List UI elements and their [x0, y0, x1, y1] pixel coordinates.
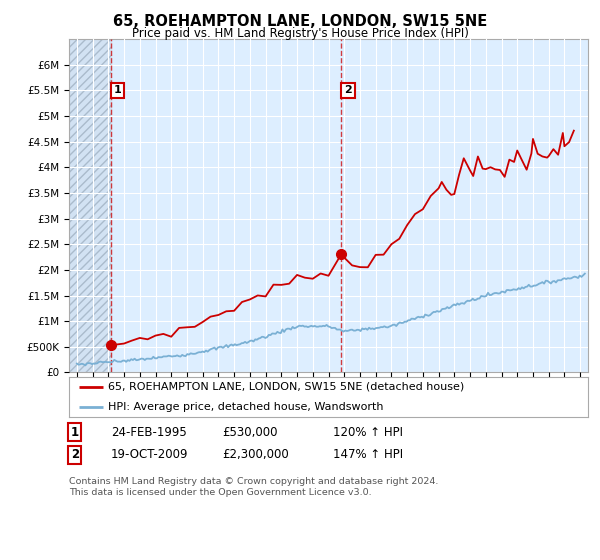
- Text: 1: 1: [114, 86, 122, 95]
- Text: £2,300,000: £2,300,000: [222, 448, 289, 461]
- Text: £530,000: £530,000: [222, 426, 277, 439]
- Text: 65, ROEHAMPTON LANE, LONDON, SW15 5NE (detached house): 65, ROEHAMPTON LANE, LONDON, SW15 5NE (d…: [108, 382, 464, 392]
- Text: 147% ↑ HPI: 147% ↑ HPI: [333, 448, 403, 461]
- Text: 65, ROEHAMPTON LANE, LONDON, SW15 5NE: 65, ROEHAMPTON LANE, LONDON, SW15 5NE: [113, 14, 487, 29]
- Text: Contains HM Land Registry data © Crown copyright and database right 2024.
This d: Contains HM Land Registry data © Crown c…: [69, 477, 439, 497]
- Text: 2: 2: [71, 448, 79, 461]
- Text: 120% ↑ HPI: 120% ↑ HPI: [333, 426, 403, 439]
- Text: 1: 1: [71, 426, 79, 439]
- Text: 19-OCT-2009: 19-OCT-2009: [111, 448, 188, 461]
- Text: Price paid vs. HM Land Registry's House Price Index (HPI): Price paid vs. HM Land Registry's House …: [131, 27, 469, 40]
- Text: HPI: Average price, detached house, Wandsworth: HPI: Average price, detached house, Wand…: [108, 402, 383, 412]
- Text: 24-FEB-1995: 24-FEB-1995: [111, 426, 187, 439]
- Bar: [69, 39, 110, 372]
- Text: 2: 2: [344, 86, 352, 95]
